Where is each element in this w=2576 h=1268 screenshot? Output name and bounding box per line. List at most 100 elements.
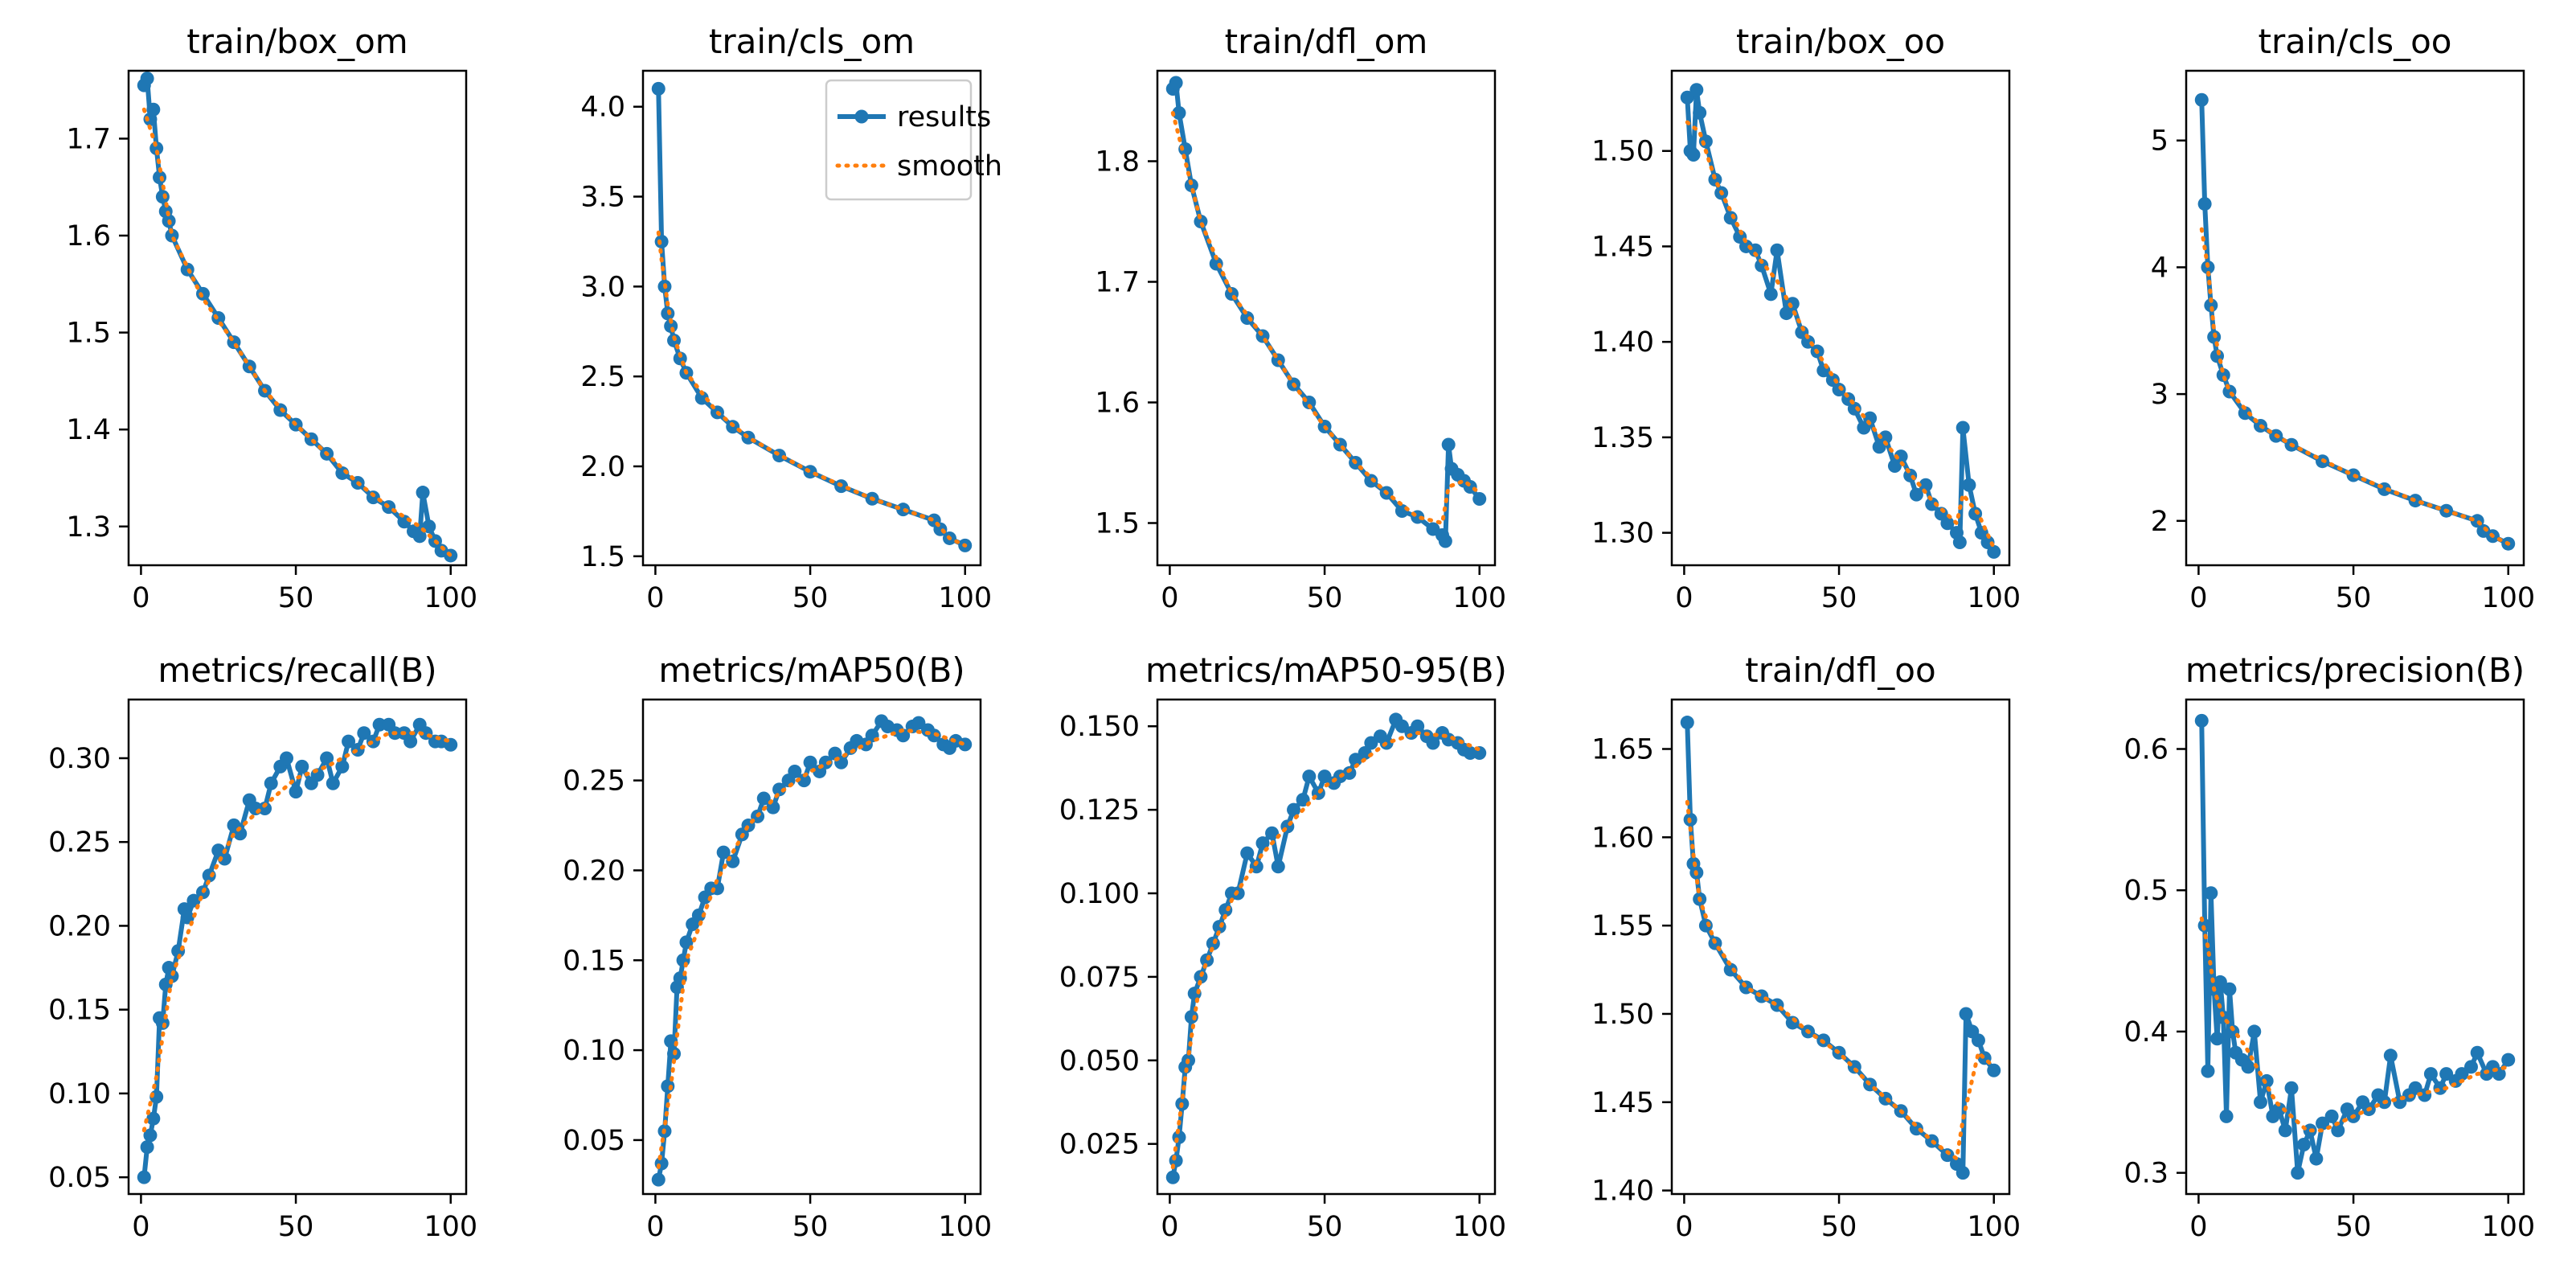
- y-tick-label: 0.10: [563, 1035, 625, 1067]
- subplot-title: train/dfl_oo: [1745, 650, 1935, 690]
- x-tick-label: 50: [1821, 1211, 1857, 1243]
- results-point: [2194, 92, 2209, 107]
- subplot-title: metrics/mAP50-95(B): [1145, 650, 1507, 690]
- results-point: [1426, 736, 1440, 750]
- subplot-1: train/cls_om 0 50 100 1.5 2.0 2.5 3.0 3.5 4.0 resu…: [580, 22, 1002, 614]
- results-point: [1165, 1170, 1180, 1184]
- subplot-title: metrics/recall(B): [158, 650, 436, 690]
- x-tick-label: 50: [278, 1211, 314, 1243]
- y-tick-label: 1.50: [1591, 136, 1654, 168]
- y-tick-label: 1.4: [66, 414, 111, 446]
- y-tick-label: 3: [2151, 379, 2169, 411]
- y-tick-label: 1.65: [1591, 734, 1654, 766]
- results-point: [2238, 406, 2252, 421]
- results-point: [2241, 1060, 2255, 1074]
- results-point: [140, 1140, 154, 1155]
- results-point: [2501, 1053, 2516, 1067]
- x-tick-label: 0: [1675, 582, 1693, 614]
- results-point: [2439, 1067, 2454, 1081]
- results-point: [797, 774, 811, 788]
- subplot-7: metrics/mAP50-95(B) 0 50 100 0.025 0.050 0.075…: [1059, 650, 1507, 1243]
- results-line: [1170, 716, 1482, 1180]
- y-tick-label: 1.5: [66, 318, 111, 350]
- y-tick-label: 0.05: [48, 1162, 111, 1194]
- subplot-title: train/box_oo: [1736, 22, 1945, 61]
- results-point: [1956, 421, 1970, 435]
- results-point: [1287, 802, 1301, 817]
- y-tick-label: 0.30: [48, 743, 111, 775]
- results-point: [958, 737, 973, 752]
- results-point: [2470, 1045, 2484, 1060]
- y-tick-label: 1.40: [1591, 326, 1654, 359]
- y-tick-label: 4.0: [580, 92, 625, 124]
- subplot-title: metrics/precision(B): [2185, 650, 2525, 690]
- y-tick-label: 0.150: [1059, 711, 1140, 743]
- x-tick-label: 0: [646, 582, 664, 614]
- legend-results-marker: [854, 109, 869, 124]
- subplot-2: train/dfl_om 0 50 100 1.5 1.6 1.7 1.8: [1095, 22, 1506, 614]
- results-point: [1968, 507, 1983, 521]
- y-tick-label: 1.50: [1591, 999, 1654, 1031]
- results-point: [1680, 716, 1694, 730]
- results-point: [2219, 1109, 2234, 1123]
- x-tick-label: 50: [792, 582, 829, 614]
- results-point: [2204, 298, 2218, 313]
- smooth-line: [141, 731, 453, 1133]
- results-point: [679, 935, 694, 950]
- results-point: [1265, 826, 1280, 840]
- results-point: [211, 311, 226, 325]
- smooth-line: [656, 230, 968, 548]
- x-tick-label: 50: [1307, 582, 1343, 614]
- results-point: [927, 728, 941, 743]
- y-tick-label: 2: [2151, 506, 2169, 538]
- y-tick-label: 0.15: [563, 945, 625, 977]
- results-line: [1685, 87, 1997, 555]
- x-tick-label: 50: [2336, 1211, 2372, 1243]
- y-tick-label: 0.25: [48, 827, 111, 859]
- x-tick-label: 50: [1307, 1211, 1343, 1243]
- axes-frame: [1670, 698, 2011, 1196]
- results-point: [2316, 1116, 2330, 1131]
- results-point: [2197, 197, 2212, 211]
- results-point: [2278, 1123, 2292, 1138]
- x-tick-label: 100: [1967, 1211, 2021, 1243]
- results-point: [155, 190, 170, 204]
- y-tick-label: 2.5: [580, 361, 625, 393]
- smooth-line: [141, 107, 453, 558]
- results-point: [146, 1111, 161, 1126]
- x-tick-label: 0: [132, 582, 149, 614]
- results-point: [217, 851, 231, 866]
- results-point: [2222, 982, 2237, 996]
- results-point: [2408, 1081, 2422, 1095]
- axes-frame: [641, 698, 982, 1196]
- y-tick-label: 0.5: [2123, 875, 2169, 907]
- results-point: [1240, 846, 1255, 860]
- y-tick-label: 2.0: [580, 451, 625, 483]
- results-point: [2284, 1081, 2299, 1095]
- results-point: [2324, 1109, 2339, 1123]
- results-point: [1411, 719, 1425, 733]
- results-line: [656, 718, 968, 1183]
- y-tick-label: 3.0: [580, 271, 625, 303]
- subplot-8: train/dfl_oo 0 50 100 1.40 1.45 1.50 1.55 1.60 1.…: [1591, 650, 2021, 1243]
- results-point: [1987, 1063, 2001, 1077]
- x-tick-label: 0: [132, 1211, 149, 1243]
- x-tick-label: 0: [1675, 1211, 1693, 1243]
- y-tick-label: 0.20: [48, 910, 111, 942]
- results-point: [342, 734, 356, 749]
- y-tick-label: 0.10: [48, 1078, 111, 1110]
- subplot-title: metrics/mAP50(B): [658, 650, 964, 690]
- x-tick-label: 100: [2481, 1211, 2535, 1243]
- results-point: [2291, 1166, 2305, 1180]
- y-tick-label: 1.8: [1095, 146, 1140, 179]
- results-point: [1364, 474, 1378, 488]
- subplot-title: train/dfl_om: [1225, 22, 1428, 61]
- x-tick-label: 100: [1967, 582, 2021, 614]
- results-point: [2296, 1138, 2311, 1151]
- results-point: [1169, 76, 1183, 90]
- subplot-9: metrics/precision(B) 0 50 100 0.3 0.4 0.5 0.6: [2123, 650, 2535, 1243]
- results-point: [756, 791, 771, 806]
- results-point: [1686, 147, 1701, 162]
- x-tick-label: 50: [792, 1211, 829, 1243]
